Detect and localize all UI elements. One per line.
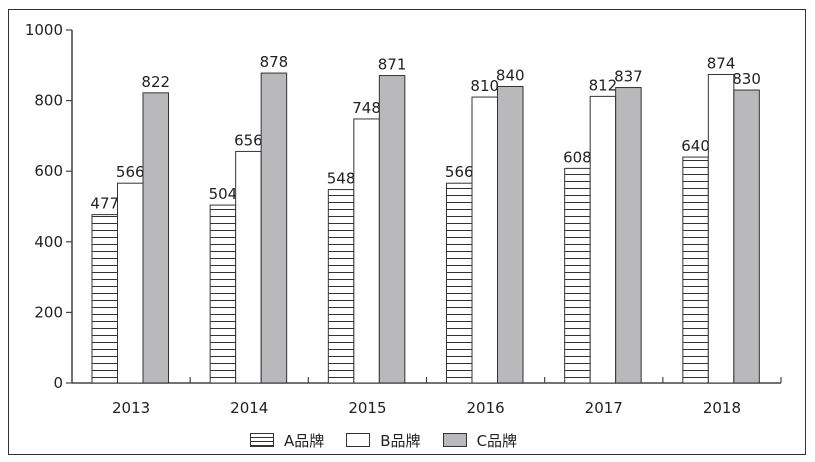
legend-item-c: C品牌 — [442, 430, 518, 451]
chart-frame — [8, 9, 806, 455]
y-tick-label: 0 — [53, 374, 63, 392]
bar — [615, 87, 642, 384]
legend-item-a: A品牌 — [250, 430, 324, 451]
value-label: 812 — [589, 76, 618, 94]
value-label: 871 — [378, 56, 407, 74]
legend: A品牌 B品牌 C品牌 — [250, 428, 539, 452]
value-label: 830 — [732, 70, 761, 88]
bar — [589, 95, 617, 384]
bar — [564, 167, 591, 384]
value-label: 878 — [260, 53, 289, 71]
bar — [235, 150, 262, 384]
value-label: 504 — [209, 185, 238, 203]
legend-label-c: C品牌 — [476, 431, 518, 450]
x-tick-label: 2018 — [703, 399, 741, 417]
bar — [446, 182, 473, 384]
bar — [353, 118, 380, 384]
value-label: 810 — [470, 77, 499, 95]
striped-swatch-icon — [250, 433, 274, 447]
y-tick-label: 400 — [34, 233, 63, 251]
bar — [378, 75, 406, 384]
bar — [471, 96, 498, 384]
value-label: 822 — [141, 73, 170, 91]
bar-group-2014: 504 656 878 2014 — [209, 53, 289, 417]
bar — [209, 204, 237, 384]
y-tick-label: 200 — [34, 303, 63, 321]
x-tick-label: 2017 — [585, 399, 623, 417]
value-label: 656 — [234, 131, 263, 149]
value-label: 837 — [614, 68, 643, 86]
value-label: 566 — [445, 163, 474, 181]
white-swatch-icon — [346, 433, 371, 447]
bar-group-2015: 548 748 871 2015 — [327, 56, 407, 417]
bar — [91, 214, 118, 384]
bar — [682, 156, 709, 384]
bar — [117, 182, 144, 384]
bar — [327, 189, 355, 384]
x-tick-label: 2015 — [348, 399, 386, 417]
value-label: 748 — [352, 99, 381, 117]
value-label: 608 — [563, 148, 592, 166]
x-tick-label: 2013 — [112, 399, 150, 417]
axes: 0 200 400 600 800 1000 — [25, 21, 782, 392]
bar — [497, 85, 524, 384]
y-tick-label: 800 — [34, 92, 63, 110]
value-label: 840 — [496, 66, 525, 84]
x-tick-label: 2016 — [466, 399, 504, 417]
gray-swatch-icon — [442, 433, 467, 447]
value-label: 640 — [681, 137, 710, 155]
legend-item-b: B品牌 — [346, 430, 421, 451]
value-label: 477 — [90, 195, 119, 213]
value-label: 548 — [327, 170, 356, 188]
value-label: 874 — [707, 54, 736, 72]
legend-label-b: B品牌 — [380, 431, 421, 450]
y-tick-label: 600 — [34, 162, 63, 180]
bar — [707, 73, 735, 384]
y-tick-label: 1000 — [25, 21, 63, 39]
legend-label-a: A品牌 — [284, 431, 325, 450]
bars: 4775668222013504656878201454874887120155… — [90, 53, 760, 417]
x-tick-label: 2014 — [230, 399, 268, 417]
bar — [142, 92, 169, 384]
bar — [260, 72, 288, 384]
bar — [733, 89, 760, 384]
value-label: 566 — [116, 163, 145, 181]
bar-group-2013: 477 566 822 2013 — [90, 73, 170, 417]
